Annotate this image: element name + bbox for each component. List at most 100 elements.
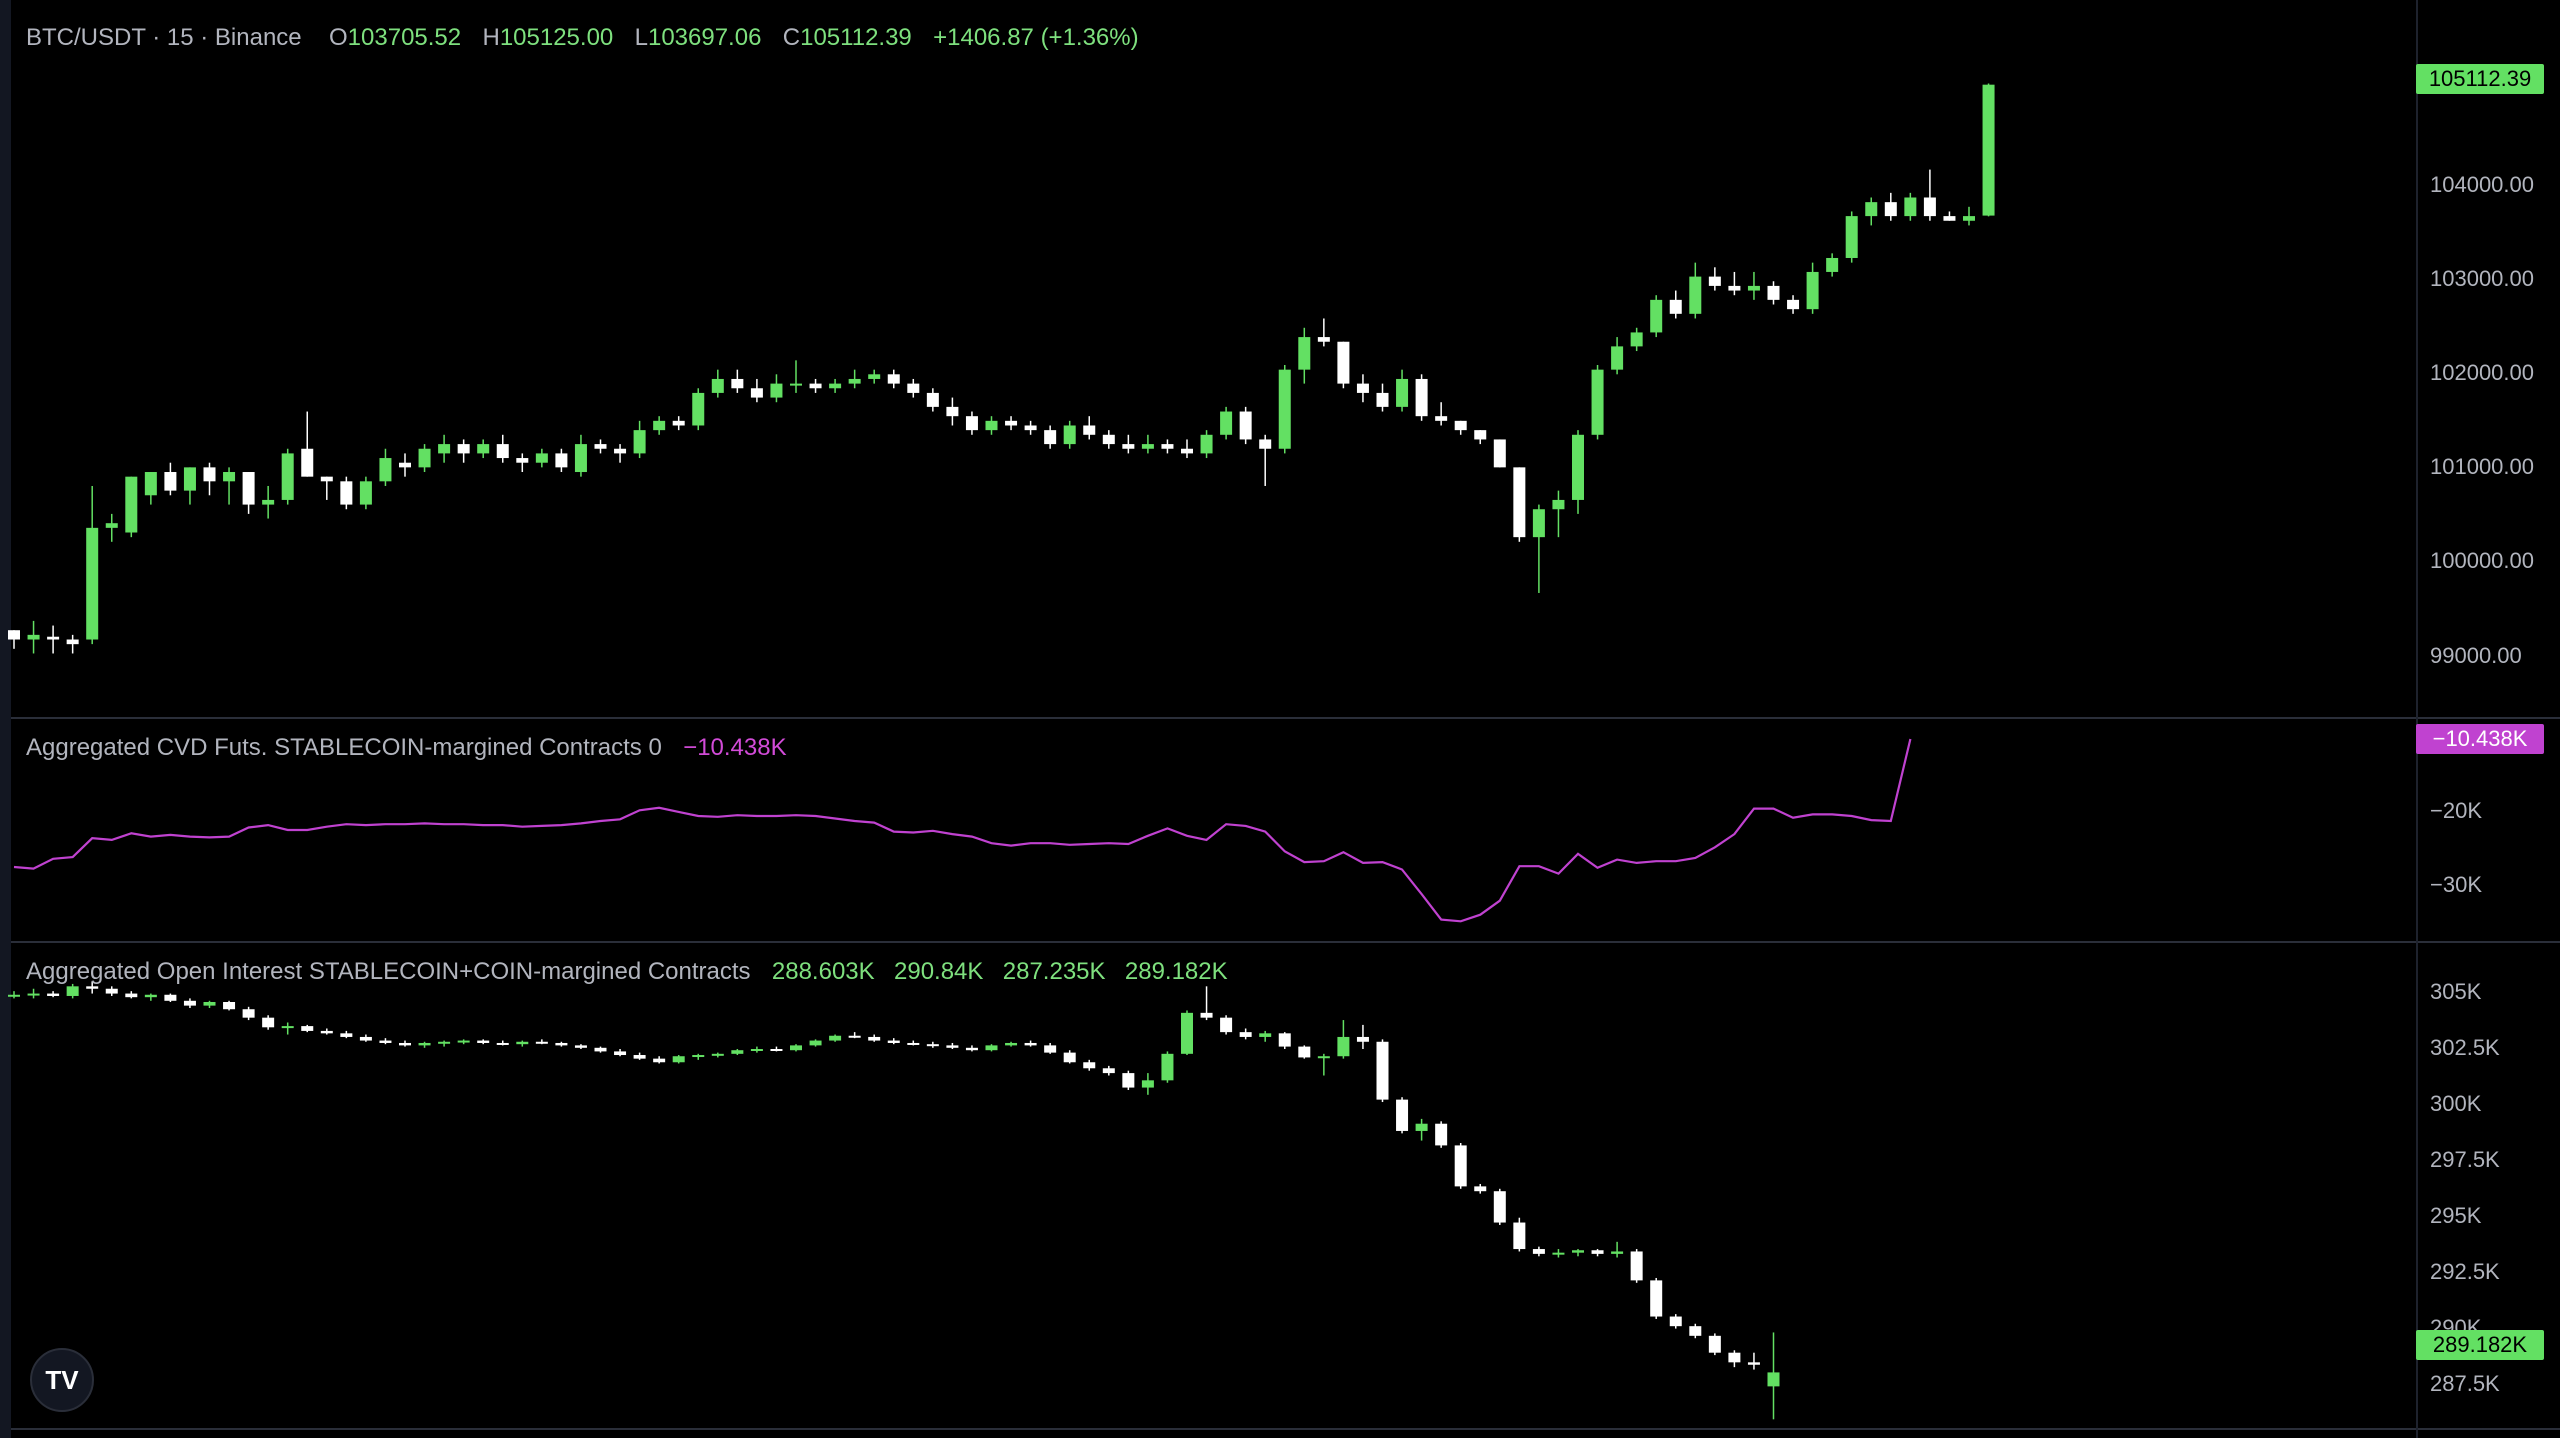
price-candle-body (1982, 84, 1995, 216)
price-candle-body (1435, 416, 1448, 421)
price-candle-body (496, 444, 509, 459)
price-candle-body (399, 462, 411, 468)
oi-candle-body (1200, 1012, 1213, 1018)
oi-candle-body (164, 994, 177, 1001)
oi-title[interactable]: Aggregated Open Interest STABLECOIN+COIN… (26, 958, 751, 985)
oi-candle-body (1454, 1145, 1467, 1187)
price-candle-body (1826, 257, 1839, 272)
oi-candle-body (1728, 1352, 1741, 1363)
price-candle-body (1865, 202, 1878, 217)
logo-text: TV (45, 1364, 79, 1395)
price-candle-body (477, 444, 490, 454)
oi-candle-body (985, 1045, 998, 1051)
price-candle-body (1454, 420, 1467, 431)
oi-candle-body (1122, 1073, 1135, 1088)
oi-candle-body (320, 1030, 333, 1034)
price-candle-body (86, 527, 99, 640)
price-candle-body (1630, 332, 1643, 347)
oi-legend[interactable]: Aggregated Open Interest STABLECOIN+COIN… (26, 958, 1228, 986)
symbol-legend[interactable]: BTC/USDT · 15 · Binance O103705.52 H1051… (26, 24, 1139, 52)
oi-candle-body (535, 1041, 548, 1044)
oi-candle-body (144, 994, 157, 998)
oi-candle-body (457, 1040, 470, 1043)
pane-separator[interactable] (0, 941, 2560, 943)
bottom-border (0, 1428, 2560, 1430)
oi-candle-body (125, 993, 138, 998)
price-pane[interactable] (0, 0, 2560, 718)
oi-candle-body (242, 1009, 255, 1018)
oi-candle-body (301, 1026, 314, 1031)
oi-candle-body (1708, 1335, 1721, 1353)
price-candle-body (1513, 467, 1526, 538)
price-candle-body (262, 499, 275, 505)
oi-candle-body (614, 1051, 627, 1056)
price-candle-body (1493, 439, 1506, 468)
oi-candle-body (907, 1042, 920, 1045)
oi-candle-body (1005, 1042, 1018, 1046)
oi-candle-body (829, 1035, 842, 1041)
oi-candle-body (203, 1002, 216, 1006)
oi-candle-body (1083, 1062, 1096, 1069)
price-candle-body (1904, 197, 1917, 217)
price-candle-body (1650, 299, 1663, 333)
oi-candle-body (809, 1040, 822, 1046)
price-candle-body (574, 444, 587, 473)
oi-candle-body (574, 1045, 587, 1048)
oi-candle-body (1591, 1250, 1604, 1254)
oi-candle-body (47, 993, 60, 996)
oi-tick: 295K (2430, 1203, 2482, 1228)
oi-candle-body (1161, 1053, 1174, 1081)
oi-candle-body (1532, 1249, 1545, 1254)
symbol-title[interactable]: BTC/USDT · 15 · Binance (26, 24, 302, 51)
oi-candle-body (1396, 1099, 1409, 1131)
price-candle-body (1474, 430, 1487, 440)
price-candle-body (125, 476, 138, 533)
oi-candle-body (1298, 1046, 1311, 1058)
price-candle-body (320, 476, 333, 482)
price-candle-body (1611, 346, 1624, 370)
price-tick: 100000.00 (2430, 548, 2534, 573)
price-candle-body (555, 453, 568, 468)
left-edge (0, 0, 11, 1438)
price-tick: 104000.00 (2430, 172, 2534, 197)
oi-candle-body (1356, 1036, 1369, 1042)
price-candle-body (1337, 341, 1350, 384)
price-candle-body (1102, 434, 1115, 445)
cvd-legend[interactable]: Aggregated CVD Futs. STABLECOIN-margined… (26, 734, 787, 762)
price-candle-body (848, 378, 861, 384)
price-candle-body (1356, 383, 1369, 393)
oi-candle-body (262, 1017, 275, 1028)
price-candle-body (457, 444, 470, 454)
oi-candle-body (399, 1042, 411, 1046)
oi-high-value: 290.84K (894, 958, 984, 985)
cvd-title[interactable]: Aggregated CVD Futs. STABLECOIN-margined… (26, 734, 642, 761)
price-candle-body (223, 472, 236, 482)
price-candle-body (1044, 430, 1057, 445)
price-candle-body (359, 481, 372, 505)
tradingview-logo-icon[interactable]: TV (30, 1348, 94, 1412)
pane-separator[interactable] (0, 717, 2560, 719)
oi-candle-body (1630, 1251, 1643, 1281)
price-candle-body (1415, 378, 1428, 417)
price-candle-body (1259, 439, 1272, 449)
oi-candle-body (848, 1035, 861, 1038)
price-candle-body (66, 639, 79, 645)
price-candle-body (711, 378, 724, 393)
oi-candle-body (516, 1041, 529, 1045)
price-tick: 103000.00 (2430, 266, 2534, 291)
oi-candle-body (1493, 1191, 1506, 1223)
oi-candle-body (1435, 1123, 1448, 1146)
price-candle-body (985, 420, 998, 431)
price-candle-body (1532, 509, 1545, 538)
price-candle-body (1239, 411, 1252, 440)
price-candle-body (47, 636, 60, 640)
price-candle-body (868, 374, 881, 379)
oi-candle-body (555, 1042, 568, 1046)
price-candle-body (1005, 420, 1018, 426)
price-candle-body (965, 416, 978, 431)
oi-open-value: 288.603K (771, 958, 875, 985)
cvd-pane[interactable] (0, 719, 2560, 941)
price-candle-body (1141, 444, 1154, 449)
oi-pane[interactable] (0, 943, 2560, 1438)
